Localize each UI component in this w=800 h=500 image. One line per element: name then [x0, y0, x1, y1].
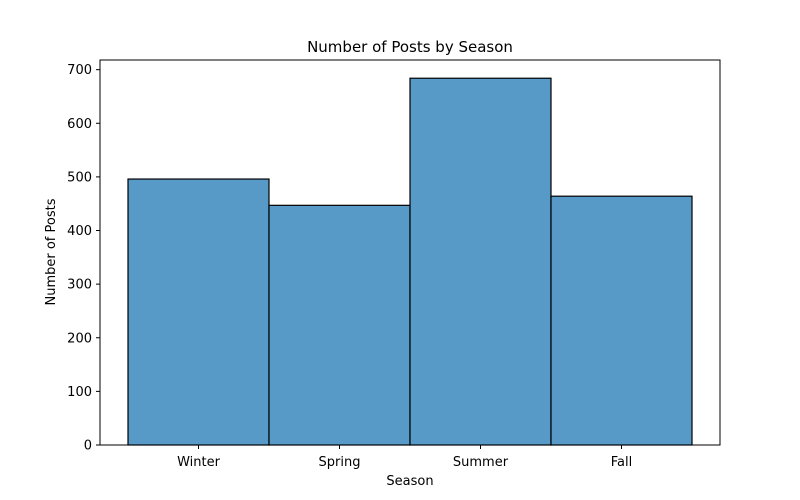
plot-frame: [99, 59, 721, 446]
x-tick-label-winter: Winter: [177, 455, 221, 470]
bar-winter: [127, 178, 270, 446]
x-tick-label-summer: Summer: [453, 455, 509, 470]
bars-layer: [127, 77, 693, 446]
y-tick-label: 100: [67, 385, 92, 400]
y-tick-label: 400: [67, 224, 92, 239]
bar-fall: [550, 195, 693, 446]
x-tick-label-fall: Fall: [611, 455, 632, 470]
x-tick-label-spring: Spring: [319, 455, 361, 470]
y-tick-label: 600: [67, 117, 92, 132]
y-tick-label: 0: [84, 439, 92, 454]
y-axis-label: Number of Posts: [44, 198, 59, 305]
y-tick-label: 200: [67, 331, 92, 346]
y-tick-label: 500: [67, 170, 92, 185]
bar-summer: [409, 77, 552, 446]
y-tick-label: 700: [67, 63, 92, 78]
y-tick-label: 300: [67, 278, 92, 293]
x-axis-label: Season: [386, 474, 433, 489]
bar-spring: [268, 204, 411, 446]
y-axis: 0 100 200 300 400 500 600 700: [67, 63, 100, 454]
x-axis: Winter Spring Summer Fall: [177, 445, 632, 470]
chart-title: Number of Posts by Season: [307, 38, 513, 56]
